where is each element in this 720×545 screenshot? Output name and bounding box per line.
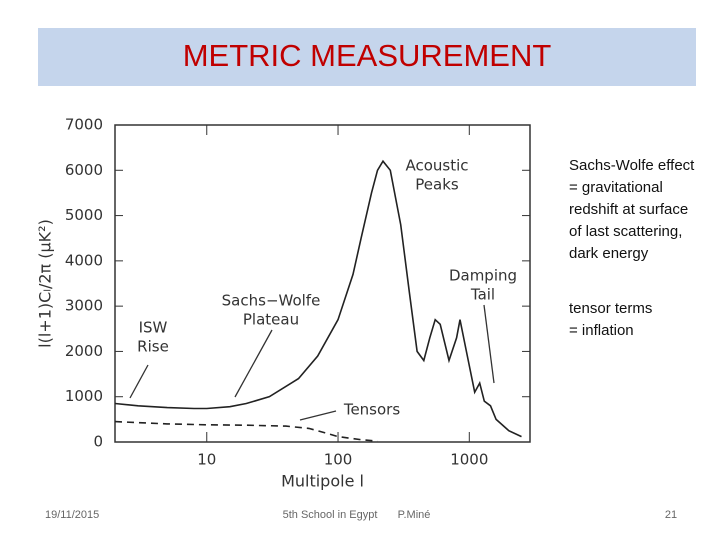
y-tick-label: 6000	[65, 161, 103, 179]
annotation: Damping	[449, 267, 517, 285]
note-line: dark energy	[569, 245, 649, 262]
pointer	[234, 329, 273, 398]
title-band	[38, 28, 696, 86]
note-line: tensor terms	[569, 300, 652, 317]
y-tick-label: 1000	[65, 387, 103, 405]
x-tick-label: 100	[324, 451, 353, 469]
y-tick-label: 7000	[65, 116, 103, 134]
y-tick-label: 2000	[65, 342, 103, 360]
note-line: of last scattering,	[569, 223, 682, 240]
y-tick-label: 0	[93, 433, 103, 451]
y-axis-label: l(l+1)Cₗ/2π (μK²)	[36, 219, 55, 348]
series-line	[114, 420, 378, 442]
annotation: Rise	[137, 338, 169, 356]
pointer	[483, 304, 495, 384]
annotation: Tail	[470, 286, 495, 304]
note-line: Sachs-Wolfe effect	[569, 157, 695, 174]
pointer	[299, 410, 337, 421]
note-line: redshift at surface	[569, 201, 688, 218]
note-line: = gravitational	[569, 179, 663, 196]
y-tick-label: 5000	[65, 206, 103, 224]
pointer	[129, 364, 149, 399]
x-tick-label: 1000	[450, 451, 488, 469]
slide-title: METRIC MEASUREMENT	[183, 38, 552, 73]
x-tick-label: 10	[197, 451, 216, 469]
footer-date: 19/11/2015	[45, 509, 99, 521]
x-axis-label: Multipole l	[281, 472, 364, 491]
annotation: Plateau	[243, 311, 299, 329]
note-line: = inflation	[569, 322, 634, 339]
y-tick-label: 3000	[65, 297, 103, 315]
footer-page: 21	[665, 509, 677, 521]
annotation: Sachs−Wolfe	[222, 292, 321, 310]
annotation: Acoustic	[405, 157, 468, 175]
annotation: Tensors	[343, 401, 401, 419]
y-tick-label: 4000	[65, 251, 103, 269]
annotation: Peaks	[415, 176, 459, 194]
footer-event: 5th School in Egypt	[283, 509, 378, 521]
footer-author: P.Miné	[398, 509, 431, 521]
series-line	[114, 159, 522, 438]
plot-frame	[114, 124, 531, 443]
annotation: ISW	[139, 319, 168, 337]
